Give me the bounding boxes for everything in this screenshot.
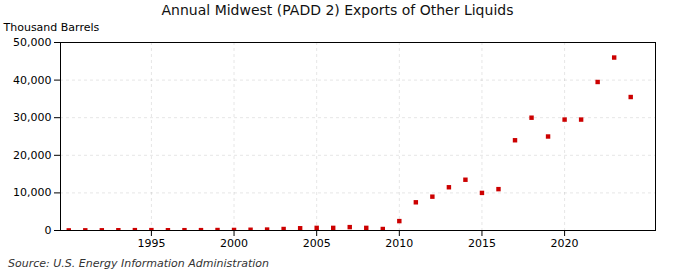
svg-text:20,000: 20,000	[13, 149, 52, 162]
svg-text:2020: 2020	[551, 237, 579, 250]
svg-text:2000: 2000	[220, 237, 248, 250]
html-text:Annual Midwest (PADD 2) Export: Annual Midwest (PADD 2) Exports of Other…	[161, 2, 514, 18]
svg-text:2005: 2005	[303, 237, 331, 250]
svg-text:1995: 1995	[137, 237, 165, 250]
svg-text:Thousand Barrels: Thousand Barrels	[3, 21, 100, 34]
svg-text:30,000: 30,000	[13, 111, 52, 124]
svg-text:40,000: 40,000	[13, 74, 52, 87]
html-text:Source: U.S. Energy Informatio: Source: U.S. Energy Information Administ…	[8, 257, 269, 270]
svg-text:0: 0	[45, 224, 52, 237]
svg-text:2015: 2015	[468, 237, 496, 250]
svg-text:10,000: 10,000	[13, 186, 52, 199]
svg-text:50,000: 50,000	[13, 36, 52, 49]
svg-text:2010: 2010	[385, 237, 413, 250]
